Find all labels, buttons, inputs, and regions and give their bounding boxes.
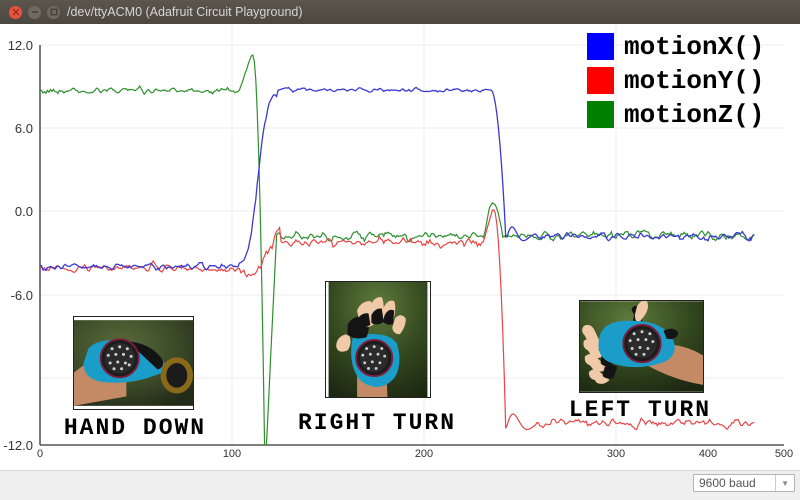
svg-text:motionY(): motionY() [624, 66, 764, 96]
svg-text:400: 400 [699, 448, 717, 460]
svg-text:-12.0: -12.0 [3, 438, 33, 453]
svg-text:RIGHT TURN: RIGHT TURN [298, 410, 456, 436]
svg-text:100: 100 [223, 448, 241, 460]
svg-text:200: 200 [415, 448, 433, 460]
svg-text:-6.0: -6.0 [11, 288, 33, 303]
svg-text:LEFT TURN: LEFT TURN [569, 397, 711, 423]
svg-text:6.0: 6.0 [15, 121, 33, 136]
svg-text:0.0: 0.0 [15, 204, 33, 219]
svg-text:motionX(): motionX() [624, 32, 764, 62]
svg-text:12.0: 12.0 [8, 38, 33, 53]
svg-text:9600 baud: 9600 baud [699, 476, 756, 490]
svg-text:0: 0 [37, 448, 43, 460]
svg-text:500: 500 [775, 448, 793, 460]
svg-text:HAND DOWN: HAND DOWN [64, 415, 206, 441]
svg-text:300: 300 [607, 448, 625, 460]
svg-text:/dev/ttyACM0 (Adafruit Circuit: /dev/ttyACM0 (Adafruit Circuit Playgroun… [67, 5, 303, 19]
svg-text:motionZ(): motionZ() [624, 100, 764, 130]
